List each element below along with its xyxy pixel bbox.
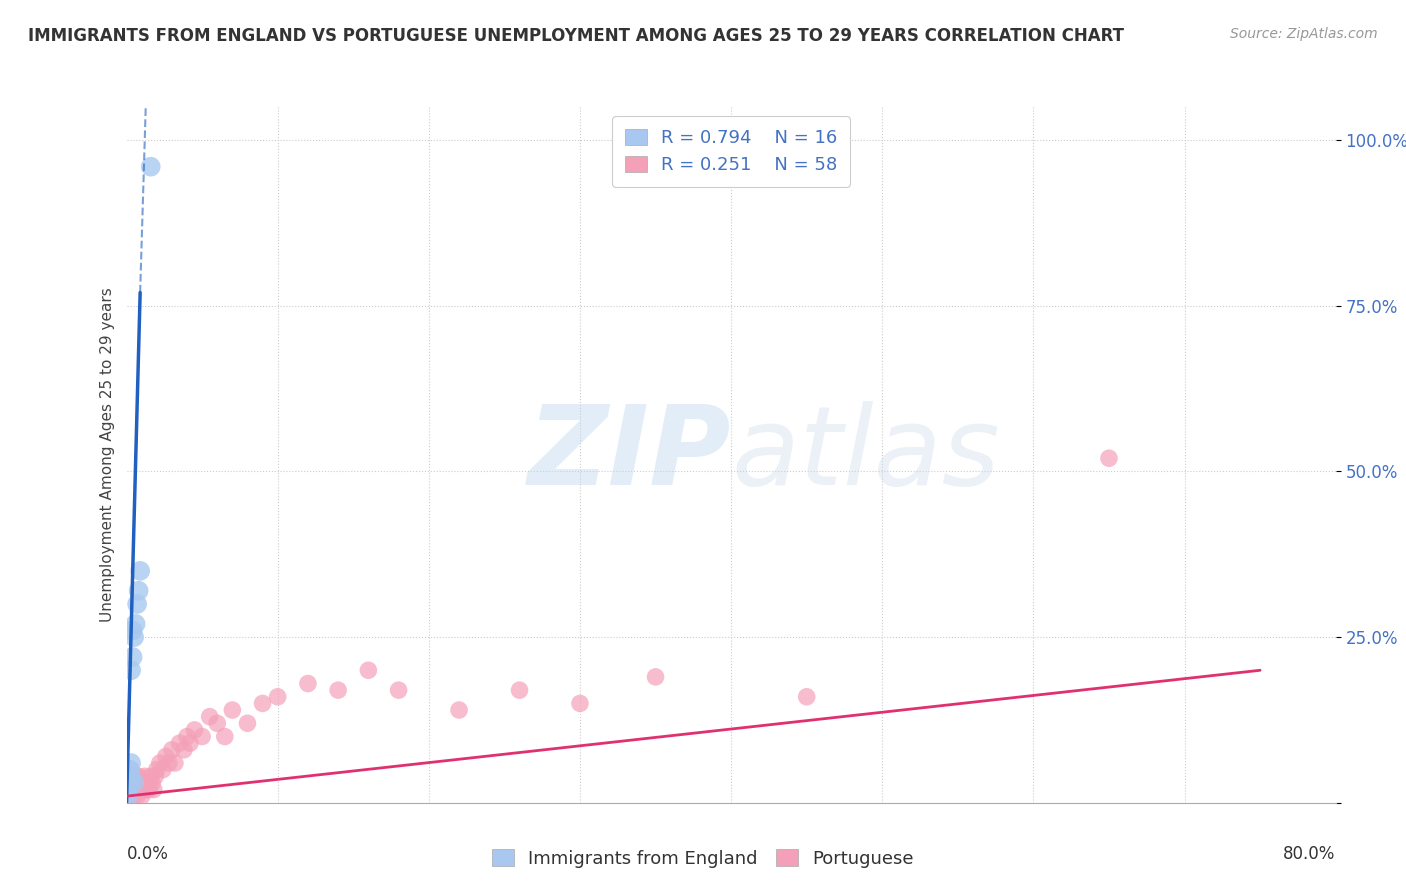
Y-axis label: Unemployment Among Ages 25 to 29 years: Unemployment Among Ages 25 to 29 years bbox=[100, 287, 115, 623]
Point bbox=[131, 789, 153, 804]
Point bbox=[447, 703, 470, 717]
Point bbox=[129, 564, 152, 578]
Text: 0.0%: 0.0% bbox=[127, 845, 169, 863]
Point bbox=[155, 749, 177, 764]
Point bbox=[139, 160, 162, 174]
Point bbox=[118, 769, 141, 783]
Point bbox=[121, 769, 143, 783]
Point bbox=[135, 782, 157, 797]
Point bbox=[388, 683, 411, 698]
Point bbox=[124, 782, 146, 797]
Text: 80.0%: 80.0% bbox=[1284, 845, 1336, 863]
Point bbox=[142, 782, 165, 797]
Point bbox=[120, 769, 142, 783]
Point bbox=[129, 782, 152, 797]
Point bbox=[122, 776, 145, 790]
Point bbox=[1098, 451, 1121, 466]
Point bbox=[163, 756, 186, 770]
Point bbox=[117, 782, 139, 797]
Point bbox=[134, 769, 156, 783]
Point bbox=[138, 782, 160, 797]
Text: atlas: atlas bbox=[731, 401, 1000, 508]
Point bbox=[169, 736, 191, 750]
Point bbox=[124, 769, 146, 783]
Point bbox=[183, 723, 205, 737]
Point bbox=[136, 776, 159, 790]
Point bbox=[118, 763, 141, 777]
Legend: Immigrants from England, Portuguese: Immigrants from England, Portuguese bbox=[481, 838, 925, 879]
Point bbox=[120, 663, 142, 677]
Legend: R = 0.794    N = 16, R = 0.251    N = 58: R = 0.794 N = 16, R = 0.251 N = 58 bbox=[612, 116, 851, 187]
Point bbox=[509, 683, 531, 698]
Point bbox=[121, 782, 143, 797]
Point bbox=[157, 756, 180, 770]
Text: Source: ZipAtlas.com: Source: ZipAtlas.com bbox=[1230, 27, 1378, 41]
Point bbox=[121, 624, 143, 638]
Point bbox=[796, 690, 818, 704]
Point bbox=[198, 709, 221, 723]
Point bbox=[122, 776, 145, 790]
Point bbox=[568, 697, 592, 711]
Point bbox=[127, 776, 149, 790]
Point bbox=[149, 756, 172, 770]
Point bbox=[122, 630, 145, 644]
Point bbox=[132, 782, 155, 797]
Point bbox=[139, 769, 162, 783]
Point bbox=[120, 756, 142, 770]
Point bbox=[326, 683, 350, 698]
Point bbox=[131, 776, 153, 790]
Point bbox=[121, 650, 143, 665]
Point bbox=[128, 583, 150, 598]
Point bbox=[117, 789, 139, 804]
Point bbox=[191, 730, 214, 744]
Point bbox=[160, 743, 183, 757]
Point bbox=[117, 782, 139, 797]
Point bbox=[127, 789, 149, 804]
Point bbox=[120, 776, 142, 790]
Point bbox=[173, 743, 195, 757]
Point bbox=[146, 763, 169, 777]
Point bbox=[122, 789, 145, 804]
Point bbox=[152, 763, 174, 777]
Point bbox=[128, 782, 150, 797]
Point bbox=[120, 763, 142, 777]
Point bbox=[179, 736, 201, 750]
Point bbox=[205, 716, 228, 731]
Point bbox=[127, 597, 149, 611]
Point bbox=[214, 730, 236, 744]
Point bbox=[297, 676, 319, 690]
Point bbox=[176, 730, 198, 744]
Point bbox=[118, 782, 141, 797]
Point bbox=[267, 690, 290, 704]
Point bbox=[644, 670, 666, 684]
Point bbox=[221, 703, 243, 717]
Point bbox=[124, 616, 146, 631]
Text: ZIP: ZIP bbox=[527, 401, 731, 508]
Point bbox=[117, 776, 139, 790]
Point bbox=[128, 769, 150, 783]
Text: IMMIGRANTS FROM ENGLAND VS PORTUGUESE UNEMPLOYMENT AMONG AGES 25 TO 29 YEARS COR: IMMIGRANTS FROM ENGLAND VS PORTUGUESE UN… bbox=[28, 27, 1125, 45]
Point bbox=[236, 716, 259, 731]
Point bbox=[118, 776, 141, 790]
Point bbox=[143, 769, 166, 783]
Point bbox=[141, 776, 163, 790]
Point bbox=[252, 697, 274, 711]
Point bbox=[357, 663, 380, 677]
